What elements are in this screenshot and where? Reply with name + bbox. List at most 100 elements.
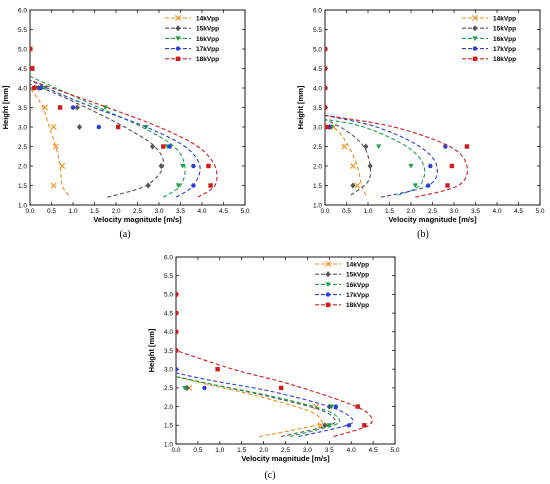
x-tick-label: 0.0 <box>320 208 329 215</box>
y-tick-label: 3.5 <box>164 348 173 355</box>
y-tick-label: 3.0 <box>164 367 173 374</box>
data-point-17kVpp <box>191 163 196 169</box>
series-layer <box>325 46 470 198</box>
legend-marker <box>325 282 331 287</box>
y-tick-label: 2.0 <box>313 163 322 170</box>
data-point-14kVpp <box>349 163 356 169</box>
legend-label: 17kVpp <box>346 292 369 299</box>
legend-label: 18kVpp <box>196 56 219 63</box>
data-point-18kVpp <box>30 46 33 52</box>
y-axis-label: Height [mm] <box>147 328 156 372</box>
data-point-15kVpp <box>76 124 83 130</box>
y-tick-label: 3.5 <box>18 105 27 112</box>
x-tick-label: 2.0 <box>406 208 415 215</box>
data-point-15kVpp <box>367 163 373 169</box>
x-tick-label: 0.5 <box>47 208 56 215</box>
data-point-17kVpp <box>70 105 76 110</box>
data-point-16kVpp <box>42 85 48 91</box>
y-tick-label: 3.0 <box>313 124 322 131</box>
data-point-17kVpp <box>202 385 207 391</box>
fit-line-15kVpp <box>176 376 337 438</box>
legend-label: 15kVpp <box>493 26 516 33</box>
legend-label: 16kVpp <box>346 282 369 289</box>
panel-label-c: (c) <box>264 470 275 481</box>
y-tick-label: 1.0 <box>313 202 322 209</box>
x-tick-label: 1.5 <box>385 208 394 215</box>
fit-line-17kVpp <box>325 114 438 198</box>
x-tick-label: 4.5 <box>219 208 228 215</box>
data-point-14kVpp <box>42 104 49 111</box>
x-tick-label: 4.0 <box>197 208 206 215</box>
legend-label: 18kVpp <box>493 56 516 63</box>
x-tick-label: 5.0 <box>535 208 544 215</box>
legend-marker <box>325 271 331 278</box>
x-tick-label: 3.5 <box>176 208 185 215</box>
x-tick-label: 4.5 <box>369 447 378 454</box>
legend-marker <box>175 25 181 32</box>
y-axis-label: Height [mm] <box>296 85 305 129</box>
data-point-17kVpp <box>346 423 352 428</box>
y-tick-label: 5.0 <box>18 46 27 53</box>
x-tick-label: 0.5 <box>193 447 202 454</box>
legend-label: 15kVpp <box>346 272 369 279</box>
series-layer <box>176 292 373 438</box>
x-tick-label: 3.0 <box>449 208 458 215</box>
data-point-14kVpp <box>341 143 348 150</box>
legend-marker <box>325 302 331 308</box>
fit-line-16kVpp <box>325 118 426 196</box>
x-axis-label: Velocity magnitude [m/s] <box>93 215 182 224</box>
x-tick-label: 1.5 <box>237 447 246 454</box>
data-point-18kVpp <box>325 105 328 110</box>
data-point-14kVpp <box>59 163 66 169</box>
legend-marker <box>175 56 181 62</box>
series-layer <box>30 46 218 198</box>
x-tick-label: 5.0 <box>390 447 399 454</box>
data-point-16kVpp <box>376 144 382 150</box>
y-tick-label: 4.5 <box>164 310 173 317</box>
x-tick-label: 0.0 <box>171 447 180 454</box>
data-point-18kVpp <box>362 423 367 428</box>
y-tick-label: 2.0 <box>164 404 173 411</box>
data-point-18kVpp <box>32 85 37 91</box>
x-tick-label: 4.5 <box>514 208 523 215</box>
x-tick-label: 3.0 <box>303 447 312 454</box>
y-tick-label: 1.5 <box>18 183 27 190</box>
data-point-16kVpp <box>182 385 188 391</box>
fit-line-18kVpp <box>30 79 218 198</box>
legend-marker <box>472 56 478 62</box>
y-tick-label: 2.5 <box>164 385 173 392</box>
data-point-18kVpp <box>161 144 166 149</box>
data-point-18kVpp <box>325 85 328 91</box>
y-tick-label: 1.5 <box>164 423 173 430</box>
data-point-16kVpp <box>175 183 181 189</box>
data-point-17kVpp <box>428 163 433 169</box>
y-tick-label: 2.0 <box>18 163 27 170</box>
data-point-18kVpp <box>208 183 213 188</box>
x-tick-label: 1.0 <box>215 447 224 454</box>
fit-line-14kVpp <box>176 376 324 438</box>
data-point-14kVpp <box>52 143 59 150</box>
data-point-18kVpp <box>449 163 455 169</box>
data-point-18kVpp <box>325 124 330 130</box>
y-tick-label: 4.0 <box>164 329 173 336</box>
data-point-14kVpp <box>50 182 57 189</box>
data-point-18kVpp <box>176 310 179 316</box>
data-point-17kVpp <box>176 366 179 372</box>
x-tick-label: 3.0 <box>154 208 163 215</box>
data-point-18kVpp <box>206 163 211 169</box>
data-point-14kVpp <box>354 182 361 189</box>
data-point-18kVpp <box>57 105 63 110</box>
data-point-17kVpp <box>425 183 431 188</box>
data-point-18kVpp <box>176 329 179 335</box>
y-tick-label: 5.5 <box>164 273 173 280</box>
data-point-18kVpp <box>325 66 328 71</box>
x-tick-label: 1.5 <box>90 208 99 215</box>
y-tick-label: 6.0 <box>18 7 27 14</box>
legend-label: 14kVpp <box>346 261 369 268</box>
legend-label: 14kVpp <box>493 15 516 22</box>
x-tick-label: 2.5 <box>428 208 437 215</box>
fit-line-18kVpp <box>176 349 373 438</box>
y-axis-label: Height [mm] <box>1 85 10 129</box>
x-tick-label: 3.5 <box>471 208 480 215</box>
panel-b: 0.0 0.5 1.0 1.5 2.0 2.5 3.0 3.5 4.0 4.5 5.0 1.0 1.5 2… <box>296 7 545 224</box>
